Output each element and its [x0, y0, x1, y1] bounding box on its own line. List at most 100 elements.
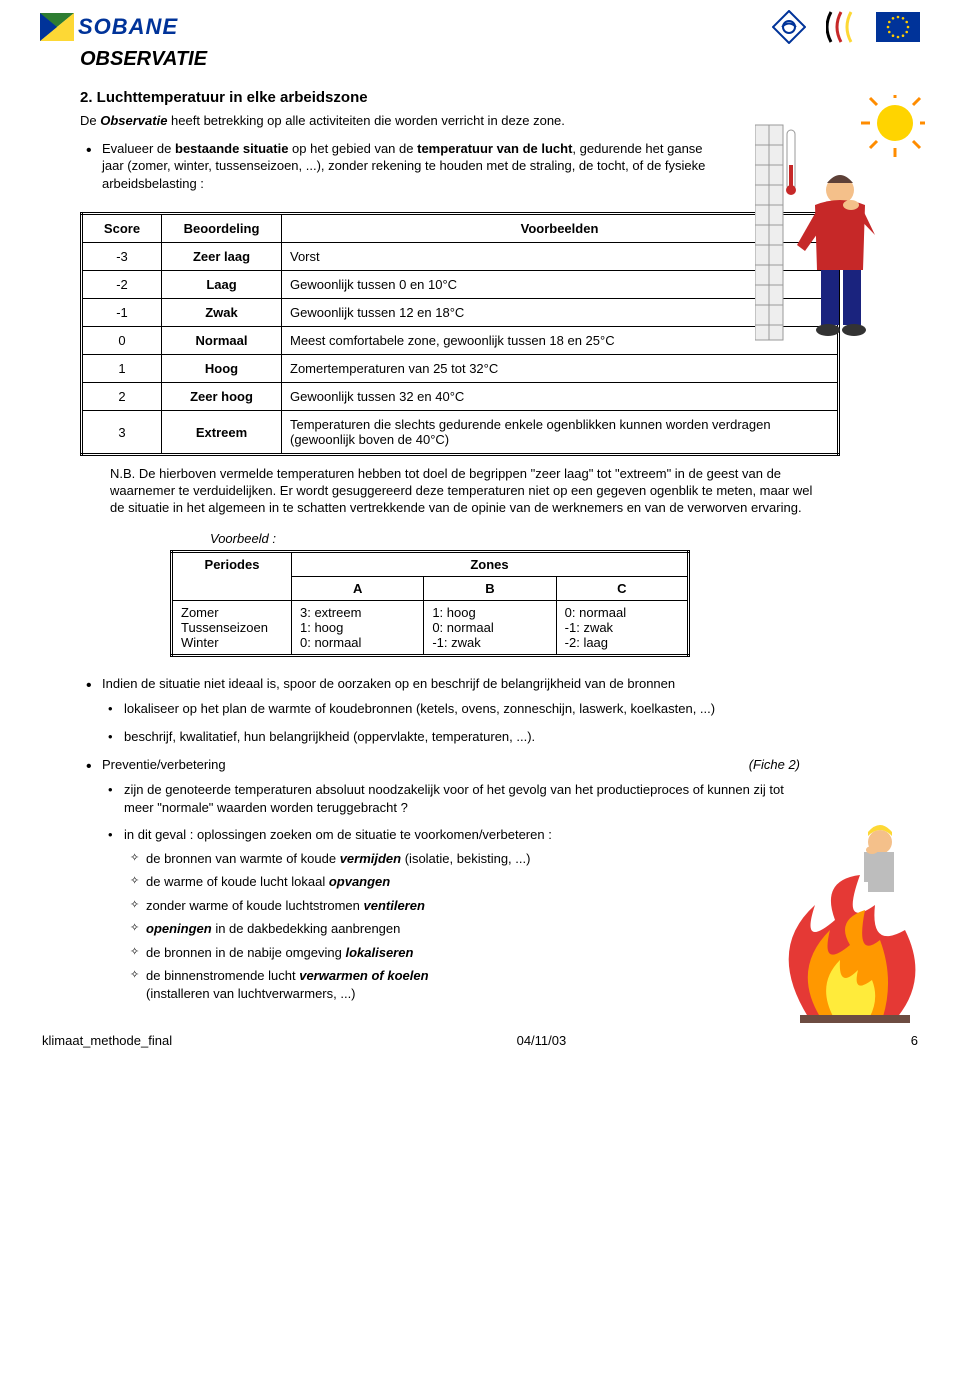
cell-zone-a: 3: extreem 1: hoog 0: normaal	[292, 600, 424, 655]
th-rating: Beoordeling	[162, 214, 282, 243]
th-zone-a: A	[292, 576, 424, 600]
partner-diamond-icon	[772, 10, 806, 44]
b1c: op het gebied van de	[288, 141, 417, 156]
logo-right-group	[772, 10, 920, 44]
a6a: de binnenstromende lucht	[146, 968, 299, 983]
a4a: openingen	[146, 921, 212, 936]
cell-zone-c: 0: normaal -1: zwak -2: laag	[556, 600, 688, 655]
intro-paragraph: De Observatie heeft betrekking op alle a…	[80, 112, 720, 130]
arrow-item-5: de bronnen in de nabije omgeving lokalis…	[124, 944, 800, 962]
cell-example: Gewoonlijk tussen 32 en 40°C	[282, 383, 839, 411]
table-row: 0NormaalMeest comfortabele zone, gewoonl…	[82, 327, 839, 355]
cell-rating: Zwak	[162, 299, 282, 327]
a3b: ventileren	[364, 898, 425, 913]
a5a: de bronnen in de nabije omgeving	[146, 945, 345, 960]
lower-content: Indien de situatie niet ideaal is, spoor…	[80, 675, 800, 1003]
a3a: zonder warme of koude luchtstromen	[146, 898, 364, 913]
a4b: in de dakbedekking aanbrengen	[212, 921, 401, 936]
cell-rating: Zeer laag	[162, 243, 282, 271]
cell-score: -1	[82, 299, 162, 327]
a6b: verwarmen of koelen	[299, 968, 428, 983]
page-title: OBSERVATIE	[80, 48, 920, 71]
cell-example: Temperaturen die slechts gedurende enkel…	[282, 411, 839, 455]
b1d: temperatuur van de lucht	[417, 141, 572, 156]
cell-score: -2	[82, 271, 162, 299]
header-bar: SOBANE	[40, 10, 920, 44]
zone-header-row-1: Periodes Zones	[172, 551, 689, 576]
lb2-sub1: zijn de genoteerde temperaturen absoluut…	[102, 781, 800, 816]
a1a: de bronnen van warmte of koude	[146, 851, 340, 866]
table-row: 3ExtreemTemperaturen die slechts geduren…	[82, 411, 839, 455]
th-score: Score	[82, 214, 162, 243]
th-periodes: Periodes	[172, 551, 292, 600]
cell-zone-b: 1: hoog 0: normaal -1: zwak	[424, 600, 556, 655]
cell-periods: Zomer Tussenseizoen Winter	[172, 600, 292, 655]
a5b: lokaliseren	[345, 945, 413, 960]
cell-example: Zomertemperaturen van 25 tot 32°C	[282, 355, 839, 383]
partner-wave-icon	[826, 10, 856, 44]
hot-worker-illustration	[755, 95, 925, 345]
lower-bullet-1: Indien de situatie niet ideaal is, spoor…	[80, 675, 800, 746]
lb2-sub2-text: in dit geval : oplossingen zoeken om de …	[124, 827, 552, 842]
cell-rating: Zeer hoog	[162, 383, 282, 411]
a6c: (installeren van luchtverwarmers, ...)	[146, 986, 356, 1001]
b1a: Evalueer de	[102, 141, 175, 156]
a2a: de warme of koude lucht lokaal	[146, 874, 329, 889]
logo-left-group: SOBANE	[40, 13, 178, 41]
note-paragraph: N.B. De hierboven vermelde temperaturen …	[110, 466, 830, 517]
th-zone-c: C	[556, 576, 688, 600]
cell-score: 2	[82, 383, 162, 411]
cell-rating: Hoog	[162, 355, 282, 383]
cell-rating: Laag	[162, 271, 282, 299]
section-heading: 2. Luchttemperatuur in elke arbeidszone	[80, 89, 720, 106]
a1c: (isolatie, bekisting, ...)	[401, 851, 530, 866]
a2b: opvangen	[329, 874, 390, 889]
table-row: -2LaagGewoonlijk tussen 0 en 10°C	[82, 271, 839, 299]
lb2-label: Preventie/verbetering	[102, 757, 226, 772]
table-row: -1ZwakGewoonlijk tussen 12 en 18°C	[82, 299, 839, 327]
fire-worker-illustration	[780, 820, 930, 1030]
b1b: bestaande situatie	[175, 141, 288, 156]
footer-left: klimaat_methode_final	[42, 1033, 172, 1048]
intro-text-b: Observatie	[100, 113, 167, 128]
lower-bullet-2: Preventie/verbetering (Fiche 2) zijn de …	[80, 756, 800, 1003]
table-row: 1HoogZomertemperaturen van 25 tot 32°C	[82, 355, 839, 383]
arrow-item-3: zonder warme of koude luchtstromen venti…	[124, 897, 800, 915]
cell-score: 0	[82, 327, 162, 355]
score-table-header-row: Score Beoordeling Voorbeelden	[82, 214, 839, 243]
footer-right: 6	[911, 1033, 918, 1048]
fiche-reference: (Fiche 2)	[749, 756, 800, 774]
arrow-item-2: de warme of koude lucht lokaal opvangen	[124, 873, 800, 891]
cell-score: 3	[82, 411, 162, 455]
th-zones: Zones	[292, 551, 689, 576]
arrow-item-4: openingen in de dakbedekking aanbrengen	[124, 920, 800, 938]
lb1-text: Indien de situatie niet ideaal is, spoor…	[102, 676, 675, 691]
cell-score: -3	[82, 243, 162, 271]
intro-bullet-1: Evalueer de bestaande situatie op het ge…	[80, 140, 720, 193]
sobane-flag-icon	[40, 13, 74, 41]
lb2-sub2: in dit geval : oplossingen zoeken om de …	[102, 826, 800, 1002]
table-row: 2Zeer hoogGewoonlijk tussen 32 en 40°C	[82, 383, 839, 411]
intro-text-a: De	[80, 113, 100, 128]
lb1-sub1: lokaliseer op het plan de warmte of koud…	[102, 700, 800, 718]
cell-score: 1	[82, 355, 162, 383]
fiche-word: Fiche	[753, 757, 785, 772]
score-table: Score Beoordeling Voorbeelden -3Zeer laa…	[80, 212, 840, 456]
page-footer: klimaat_methode_final 04/11/03 6	[40, 1033, 920, 1048]
eu-flag-icon	[876, 12, 920, 42]
a1b: vermijden	[340, 851, 401, 866]
section-intro: 2. Luchttemperatuur in elke arbeidszone …	[80, 89, 720, 192]
voorbeeld-label: Voorbeeld :	[210, 531, 920, 546]
cell-rating: Extreem	[162, 411, 282, 455]
lb1-sub2: beschrijf, kwalitatief, hun belangrijkhe…	[102, 728, 800, 746]
sobane-logo-text: SOBANE	[78, 14, 178, 40]
intro-text-c: heeft betrekking op alle activiteiten di…	[167, 113, 564, 128]
zone-data-row: Zomer Tussenseizoen Winter 3: extreem 1:…	[172, 600, 689, 655]
zone-table: Periodes Zones A B C Zomer Tussenseizoen…	[170, 550, 690, 657]
arrow-item-6: de binnenstromende lucht verwarmen of ko…	[124, 967, 800, 1002]
footer-center: 04/11/03	[517, 1033, 567, 1048]
arrow-item-1: de bronnen van warmte of koude vermijden…	[124, 850, 800, 868]
cell-rating: Normaal	[162, 327, 282, 355]
table-row: -3Zeer laagVorst	[82, 243, 839, 271]
th-zone-b: B	[424, 576, 556, 600]
